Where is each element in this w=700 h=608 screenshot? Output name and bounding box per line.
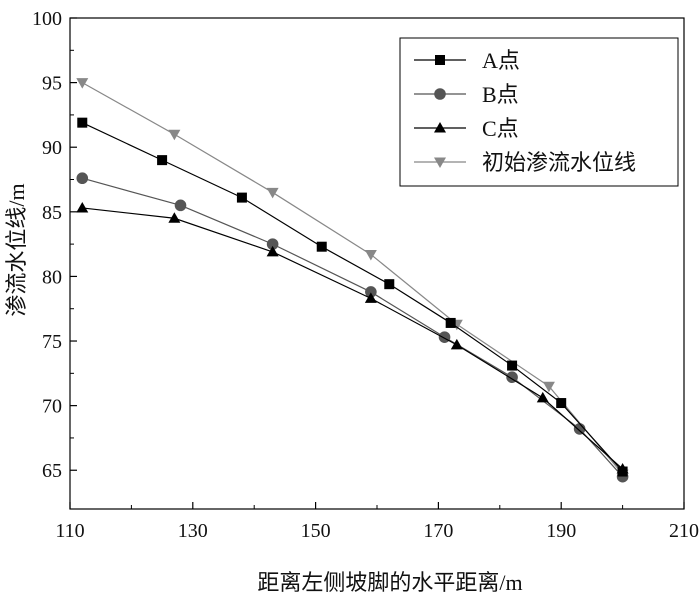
y-tick-label: 85 (42, 202, 62, 224)
data-point (266, 245, 279, 257)
data-point (168, 212, 181, 223)
legend-marker (434, 157, 446, 168)
y-tick-label: 90 (42, 137, 62, 159)
x-tick-label: 170 (423, 520, 453, 542)
data-point (364, 249, 377, 261)
data-point (266, 187, 279, 199)
legend-label: A点 (482, 48, 520, 73)
data-point (157, 155, 168, 166)
series-line (82, 177, 624, 478)
data-point (364, 292, 377, 303)
y-tick-label: 95 (42, 73, 62, 95)
data-point (365, 286, 377, 298)
x-tick-label: 210 (669, 520, 699, 542)
data-point (76, 172, 89, 185)
data-point (77, 117, 88, 128)
axes: 110 130 150 170 190 210 65 70 75 80 85 90 95 100 (32, 8, 699, 542)
y-tick-label: 65 (42, 460, 62, 482)
data-point (542, 381, 555, 393)
legend-box (399, 37, 679, 187)
y-axis-title: 渗流水位线/m (4, 183, 29, 316)
legend-label: 初始渗流水位线 (482, 150, 636, 175)
legend-marker (434, 122, 446, 133)
series-0 (77, 117, 628, 477)
legend-marker (435, 55, 445, 65)
series-layer (76, 78, 629, 483)
x-tick-label: 110 (55, 520, 84, 542)
y-tick-label: 80 (42, 266, 62, 288)
y-tick-label: 70 (42, 396, 62, 418)
data-point (445, 317, 456, 328)
data-point (556, 398, 567, 409)
legend-label: B点 (482, 82, 519, 107)
data-point (536, 391, 549, 403)
series-1 (76, 172, 629, 483)
data-point (507, 360, 518, 371)
data-point (450, 338, 463, 350)
legend-marker (434, 88, 446, 100)
x-axis-title: 距离左侧坡脚的水平距离/m (257, 570, 522, 595)
y-tick-label: 100 (32, 8, 62, 30)
x-tick-label: 150 (301, 520, 331, 542)
series-line (82, 207, 623, 470)
data-point (236, 192, 247, 203)
legend-label: C点 (482, 116, 519, 141)
data-point (76, 78, 89, 89)
data-point (174, 199, 187, 212)
data-point (168, 129, 181, 141)
data-point (617, 466, 628, 477)
data-point (266, 238, 279, 250)
data-point (316, 241, 327, 252)
data-point (438, 331, 451, 343)
series-2 (76, 201, 629, 474)
data-point (384, 279, 395, 290)
x-tick-label: 190 (546, 520, 576, 542)
x-tick-label: 130 (178, 520, 208, 542)
data-point (76, 201, 89, 213)
y-tick-label: 75 (42, 331, 62, 353)
